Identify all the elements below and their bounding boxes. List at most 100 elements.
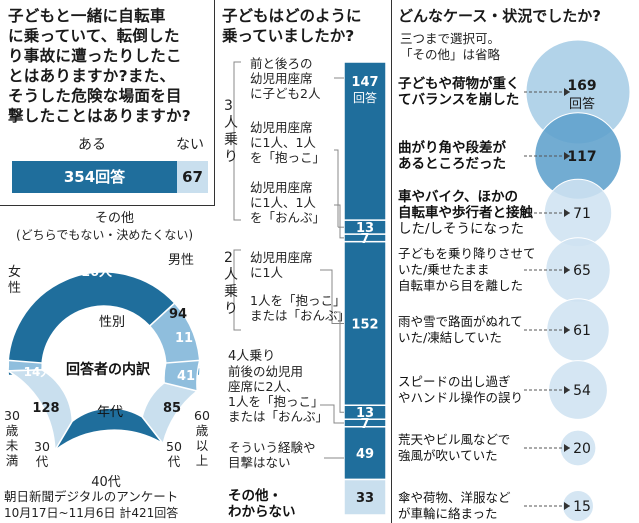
q1-title-line: とはありますか?また、 [8, 67, 176, 85]
q2-value-label: 49 [356, 447, 374, 462]
other-gender-title: その他 [95, 211, 135, 226]
gender-female-label: 性 [8, 281, 21, 296]
gender-slice [7, 271, 176, 377]
age-50s-label: 代 [168, 454, 181, 469]
q2-other-label: わからない [228, 504, 296, 520]
q3-bubble-chart: 169 117 71 65 61 54 20 15 回答 子どもや荷物が重くてバランスを崩した曲が… [398, 39, 631, 522]
age-value-label: 14人 [24, 364, 54, 379]
q2-title-line: 子どもはどのように [222, 7, 362, 25]
q3-bubble [562, 490, 594, 522]
age-value-label: 41 [177, 369, 195, 384]
q3-category-label: 雨や雪で路面がぬれて [398, 314, 523, 329]
q1-title-line: 子どもと一緒に自転車 [8, 7, 166, 25]
q3-bubble [548, 360, 608, 420]
q3-arrow [564, 266, 570, 274]
source-line-2: 10月17日~11月6日 計421回答 [4, 506, 179, 520]
q2-title: 子どもはどのように 乗っていましたか? [222, 6, 362, 46]
q3-category-label: 子どもを乗り降りさせて [398, 246, 536, 261]
gender-value-label: 316人 [72, 264, 113, 280]
q1-title-line: そうした危険な場面を目 [8, 87, 182, 105]
source-line-1: 朝日新聞デジタルのアンケート [4, 489, 179, 504]
age-value-label: 128 [32, 401, 59, 416]
q3-title: どんなケース・状況でしたか? [398, 7, 601, 25]
q2-bar-segment [343, 426, 387, 481]
age-value-label: 153 [100, 431, 127, 446]
gender-value-label: 94 [169, 307, 187, 322]
q2-value-label: 13 [356, 406, 374, 421]
age-under30-label: 歳 [6, 423, 19, 438]
age-50s-label: 50 [166, 439, 182, 454]
q3-category-label: スピードの出し過ぎ [398, 374, 511, 389]
q3-arrow [564, 209, 570, 217]
age-60plus-label: 以 [196, 438, 209, 453]
q1-title-line: に乗っていて、転倒した [8, 27, 180, 45]
q3-value-label: 71 [573, 206, 591, 222]
q2-value-label: 147 [351, 75, 378, 90]
q3-category-label: やハンドル操作の誤り [398, 390, 523, 405]
q3-category-label: 子どもや荷物が重く [398, 75, 520, 92]
q2-item-label: に1人 [250, 265, 283, 280]
q2-item-label: または「おんぶ」 [228, 409, 328, 424]
q3-value-label: 20 [573, 441, 591, 457]
q3-value-label: 117 [567, 149, 596, 165]
q3-category-label: てバランスを崩した [398, 91, 519, 108]
age-60plus-label: 上 [196, 453, 209, 468]
q2-group-bracket [233, 61, 241, 221]
q3-note-1: 三つまで選択可。 [400, 31, 501, 46]
q3-category-label: した/しそうになった [398, 221, 524, 237]
q2-leader-line [334, 149, 339, 228]
q2-item-label: に1人、1人 [250, 135, 316, 150]
q3-category-label: 荒天やビル風などで [398, 432, 510, 447]
q3-category-label: 自転車や歩行者と接触 [398, 204, 533, 221]
q2-value-label: 7 [360, 417, 369, 432]
q2-panel: 子どもはどのように 乗っていましたか? 147 回答 13 7 152 13 7 49 33 3 人… [216, 0, 391, 523]
age-value-label: 85 [163, 401, 181, 416]
q2-item-label: 幼児用座席 [250, 120, 313, 135]
age-40s-label: 40代 [91, 475, 121, 490]
q2-leader-line [334, 204, 344, 239]
q2-item-label: 前後の幼児用 [228, 364, 303, 379]
q2-group-label: 乗 [224, 132, 238, 148]
age-under30-label: 未 [6, 438, 19, 453]
q2-group-label: 3 [224, 98, 233, 114]
q3-panel: どんなケース・状況でしたか? 三つまで選択可。 「その他」は省略 169 117 7… [392, 0, 639, 523]
gender-male-label: 男性 [168, 253, 194, 268]
q1-no-label: ない [176, 137, 204, 153]
q3-note-2: 「その他」は省略 [400, 47, 501, 62]
q1-yes-value: 354回答 [63, 168, 126, 186]
breakdown-title-bg [58, 359, 156, 379]
gender-female-label: 女 [8, 264, 21, 280]
q3-value-label: 15 [573, 499, 591, 515]
q2-group-label: 4人乗り [228, 349, 275, 364]
q2-divider [391, 0, 392, 523]
q3-arrow [564, 88, 570, 96]
q3-value-label: 169 [567, 78, 596, 94]
q1-bottom-divider [0, 205, 215, 206]
q1-no-value: 67 [182, 168, 203, 186]
q3-category-label: 車やバイク、ほかの [398, 188, 518, 205]
q3-category-label: 自転車から目を離した [398, 278, 523, 293]
gender-center-label: 性別 [99, 315, 125, 330]
breakdown-panel: その他 (どちらでもない・決めたくない) 回答者の内訳 性別 年代 316人 94 11 1… [0, 206, 215, 523]
q2-value-label: 152 [351, 317, 378, 332]
age-under30-label: 30 [4, 408, 20, 423]
q2-item-label: を「抱っこ」 [250, 150, 325, 165]
q2-group-label: 人 [224, 267, 238, 283]
q1-divider [214, 0, 215, 205]
age-30s-label: 代 [36, 454, 49, 469]
q2-item-label: そういう経験や [228, 440, 316, 455]
q2-item-label: に1人、1人 [250, 195, 316, 210]
q3-category-label: 強風が吹いていた [398, 448, 498, 463]
q2-group-label: り [224, 149, 238, 165]
q2-item-label: または「おんぶ」 [250, 308, 350, 323]
q2-item-label: 目撃はない [228, 455, 291, 470]
q3-value-label: 65 [573, 263, 591, 279]
q3-category-label: 曲がり角や段差が [398, 139, 506, 156]
age-slice [163, 359, 201, 392]
q2-value-label: 33 [356, 491, 374, 506]
q2-bar-segment [343, 240, 387, 406]
q2-value-label: 13 [356, 221, 374, 236]
q3-value-label: 61 [573, 323, 591, 339]
q2-leader-line [320, 404, 344, 424]
q2-value-unit: 回答 [353, 90, 377, 105]
